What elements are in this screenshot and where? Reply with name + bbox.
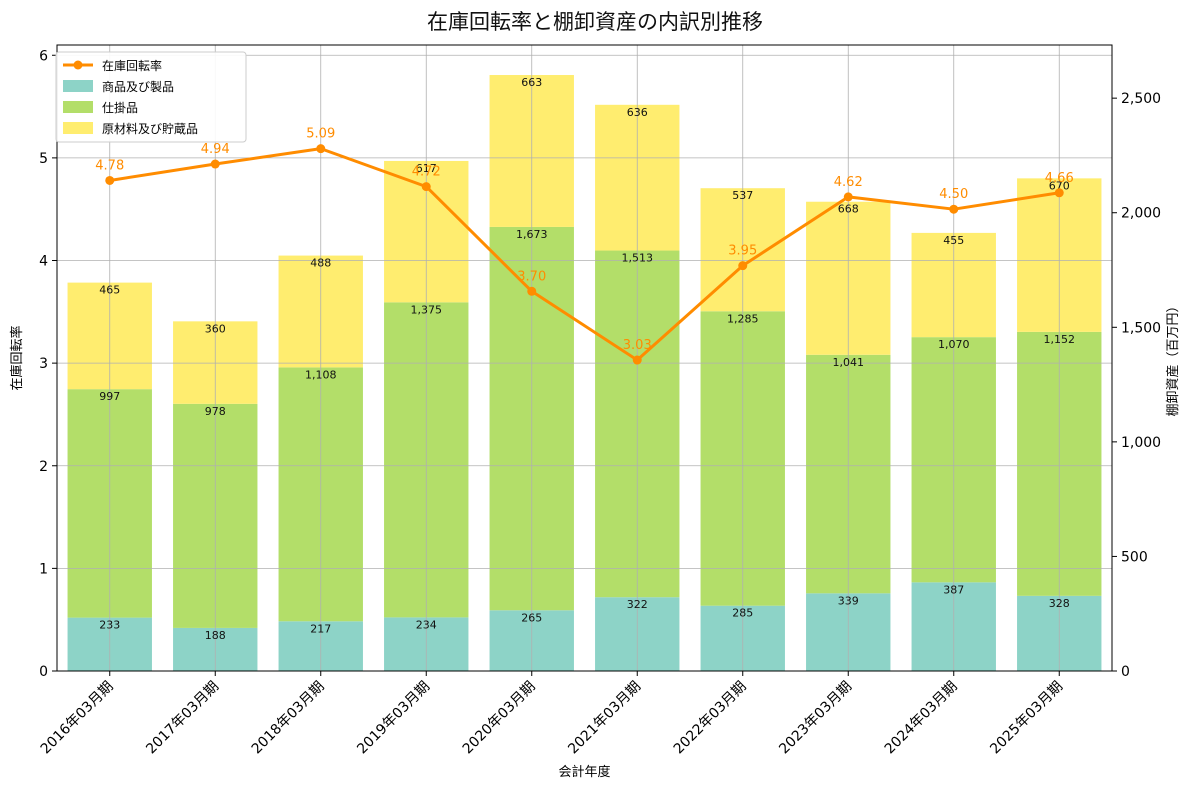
bar-label-1-4: 234 (416, 618, 437, 631)
bar-label-3-5: 663 (521, 76, 542, 89)
turnover-point-6 (632, 355, 642, 365)
bar-label-2-5: 1,673 (516, 228, 548, 241)
y-left-tick-6: 6 (39, 48, 48, 64)
bar-label-2-6: 1,513 (622, 252, 654, 265)
y-left-tick-5: 5 (39, 151, 48, 167)
bar-label-1-9: 387 (943, 583, 964, 596)
turnover-label-6: 3.03 (623, 338, 652, 353)
bar-label-3-6: 636 (627, 106, 648, 119)
bar-label-2-10: 1,152 (1044, 333, 1076, 346)
legend-label-2: 商品及び製品 (102, 79, 174, 94)
bar-label-2-1: 997 (99, 390, 120, 403)
bar-label-2-9: 1,070 (938, 338, 970, 351)
turnover-label-2: 4.94 (201, 142, 230, 157)
y-left-tick-4: 4 (39, 254, 48, 270)
turnover-label-9: 4.50 (939, 187, 968, 202)
x-tick-9: 2024年03月期 (882, 679, 961, 758)
legend-swatch-3 (63, 101, 93, 113)
turnover-label-3: 5.09 (306, 127, 335, 142)
turnover-label-5: 3.70 (517, 269, 546, 284)
plot-frame (56, 44, 1113, 672)
bar-label-3-2: 360 (205, 322, 226, 335)
turnover-point-10 (1054, 188, 1064, 198)
bar-label-1-6: 322 (627, 598, 648, 611)
turnover-point-5 (527, 286, 537, 296)
y-left-tick-1: 1 (39, 561, 48, 577)
x-tick-10: 2025年03月期 (987, 679, 1066, 758)
y-left-tick-0: 0 (39, 664, 48, 680)
x-tick-2: 2017年03月期 (143, 679, 222, 758)
bar-label-3-9: 455 (943, 234, 964, 247)
turnover-label-1: 4.78 (95, 158, 124, 173)
legend-label-1: 在庫回転率 (102, 58, 162, 73)
y-left-axis-label: 在庫回転率 (9, 325, 25, 390)
x-tick-1: 2016年03月期 (38, 679, 117, 758)
bar-label-1-1: 233 (99, 619, 120, 632)
turnover-point-2 (210, 159, 220, 169)
y-right-tick-5: 2,500 (1121, 91, 1161, 107)
bar-label-3-3: 488 (310, 257, 331, 270)
turnover-point-7 (738, 261, 748, 271)
bar-label-1-5: 265 (521, 611, 542, 624)
turnover-label-7: 3.95 (728, 244, 757, 259)
turnover-line (109, 147, 1060, 362)
y-left-tick-2: 2 (39, 459, 48, 475)
x-tick-4: 2019年03月期 (354, 679, 433, 758)
turnover-point-4 (421, 182, 431, 192)
bar-label-1-7: 285 (732, 607, 753, 620)
x-tick-7: 2022年03月期 (671, 679, 750, 758)
bar-label-2-3: 1,108 (305, 368, 337, 381)
bar-label-3-10: 670 (1049, 179, 1070, 192)
legend-marker-1 (73, 60, 83, 70)
legend-label-3: 仕掛品 (102, 100, 138, 115)
bar-label-3-7: 537 (732, 189, 753, 202)
y-right-tick-4: 2,000 (1121, 206, 1161, 222)
bar-label-2-8: 1,041 (833, 356, 865, 369)
turnover-label-10: 4.66 (1045, 171, 1074, 186)
y-right-tick-3: 1,500 (1121, 320, 1161, 336)
legend-swatch-4 (63, 122, 93, 134)
bar-label-2-4: 1,375 (411, 303, 443, 316)
turnover-label-8: 4.62 (834, 175, 863, 190)
bar-label-3-4: 617 (416, 162, 437, 175)
turnover-label-4: 4.72 (412, 165, 441, 180)
chart-title: 在庫回転率と棚卸資産の内訳別推移 (427, 10, 763, 34)
bar-label-1-10: 328 (1049, 597, 1070, 610)
turnover-point-9 (949, 204, 959, 214)
y-right-tick-1: 500 (1121, 549, 1148, 565)
turnover-point-8 (843, 192, 853, 202)
bar-label-1-3: 217 (310, 622, 331, 635)
bar-label-1-2: 188 (205, 629, 226, 642)
x-tick-8: 2023年03月期 (776, 679, 855, 758)
x-axis-label: 会計年度 (558, 764, 610, 780)
legend-swatch-2 (63, 80, 93, 92)
legend-box (55, 51, 247, 143)
y-right-tick-0: 0 (1121, 664, 1130, 680)
bar-label-3-1: 465 (99, 284, 120, 297)
y-right-axis-label: 棚卸資産（百万円） (1165, 299, 1181, 416)
y-right-tick-2: 1,000 (1121, 435, 1161, 451)
bar-label-1-8: 339 (838, 594, 859, 607)
turnover-point-3 (316, 144, 326, 154)
legend-label-4: 原材料及び貯蔵品 (102, 122, 198, 136)
bar-label-2-2: 978 (205, 405, 226, 418)
x-tick-5: 2020年03月期 (460, 679, 539, 758)
turnover-point-1 (105, 175, 115, 185)
y-left-tick-3: 3 (39, 356, 48, 372)
bar-label-3-8: 668 (838, 203, 859, 216)
x-tick-3: 2018年03月期 (249, 679, 328, 758)
x-tick-6: 2021年03月期 (565, 679, 644, 758)
bar-label-2-7: 1,285 (727, 312, 759, 325)
